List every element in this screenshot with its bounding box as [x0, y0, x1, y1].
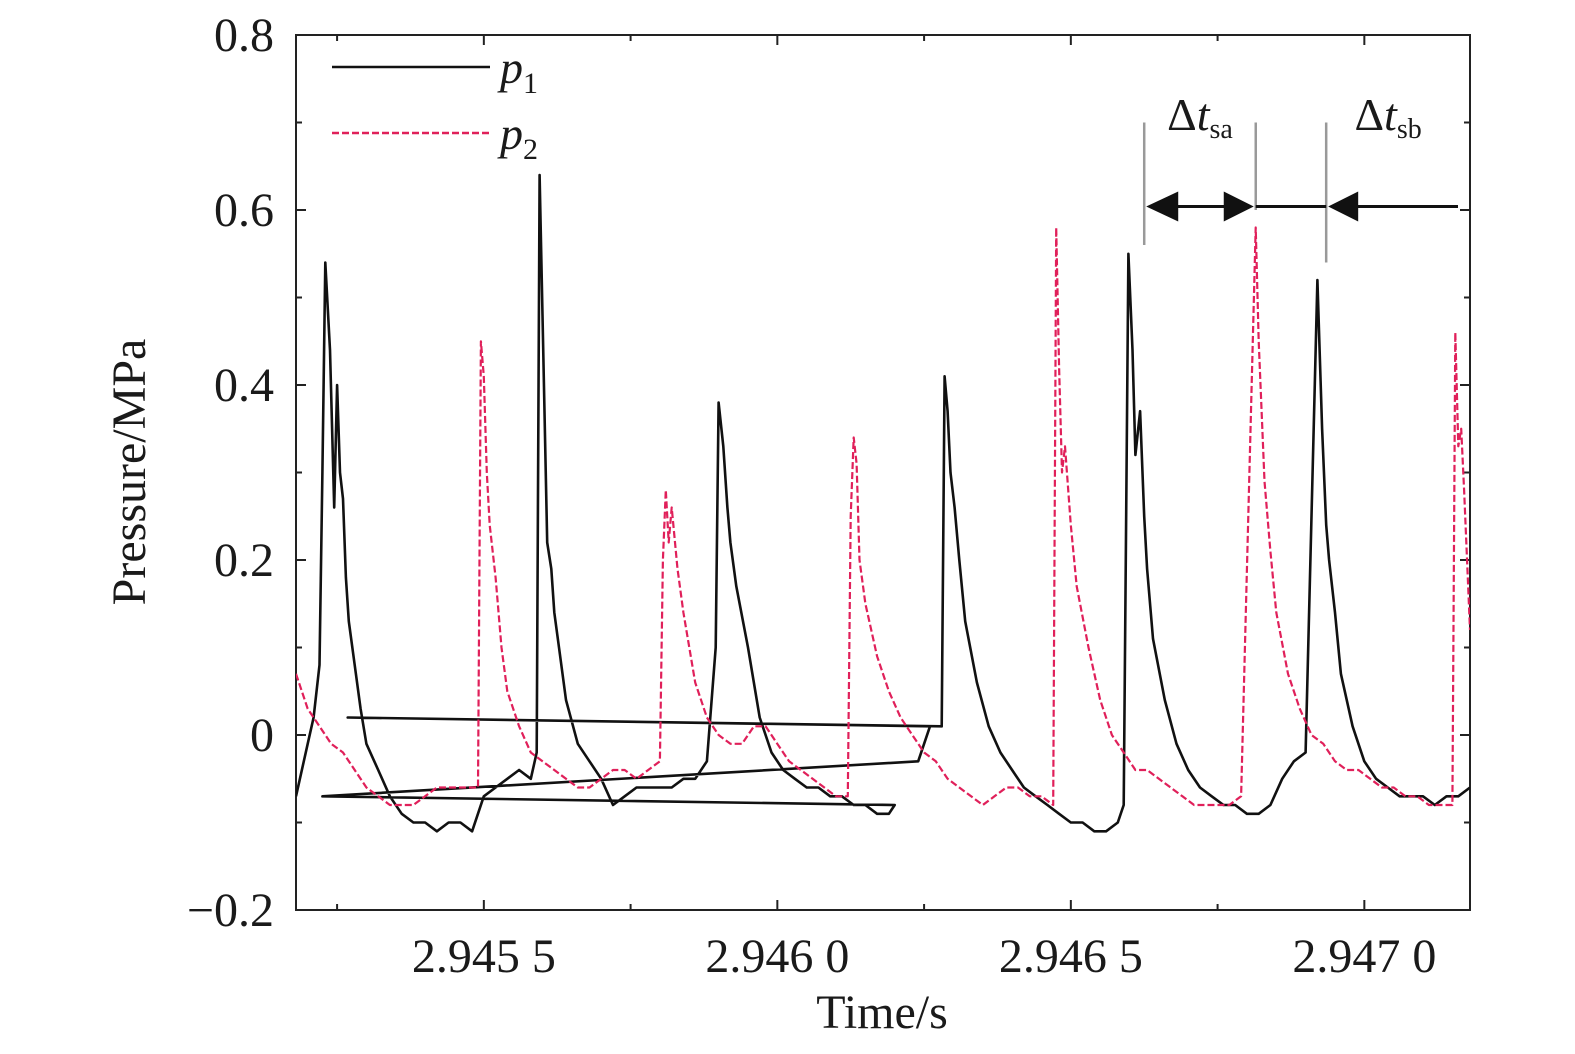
- arrow-right-sa: [1223, 191, 1254, 222]
- plot-frame: [295, 34, 1471, 911]
- y-tick-label: 0.4: [214, 359, 274, 412]
- plot-border: [295, 34, 1471, 911]
- x-tick-label: 2.946 5: [999, 930, 1143, 983]
- annotation-layer: Δtsa Δtsb: [1142, 89, 1458, 263]
- y-axis-title: Pressure/MPa: [103, 339, 156, 606]
- arrow-left-sb: [1328, 191, 1359, 222]
- y-tick-label: 0.6: [214, 184, 274, 237]
- y-tick-label: −0.2: [187, 884, 274, 937]
- x-tick-label: 2.947 0: [1292, 930, 1436, 983]
- annotation-label-sa: Δtsa: [1167, 89, 1233, 145]
- y-tick-label: 0: [250, 709, 274, 762]
- annotation-label-sb: Δtsb: [1354, 89, 1421, 145]
- y-tick-label: 0.8: [214, 9, 274, 62]
- x-tick-label: 2.946 0: [705, 930, 849, 983]
- axis-ticks: −0.2 0 0.2 0.4 0.6 0.8 2.945 5 2.946 0 2.946 5 2.…: [187, 9, 1470, 983]
- y-tick-label: 0.2: [214, 534, 274, 587]
- legend-label-p2: p2: [497, 108, 538, 166]
- arrow-left-sa: [1146, 191, 1179, 222]
- series-line-p1: [296, 173, 1470, 833]
- x-tick-label: 2.945 5: [412, 930, 556, 983]
- series-layer: [296, 173, 1470, 833]
- series-line-p2: [296, 226, 1470, 807]
- x-axis-title: Time/s: [816, 986, 948, 1039]
- legend-label-p1: p1: [497, 42, 538, 100]
